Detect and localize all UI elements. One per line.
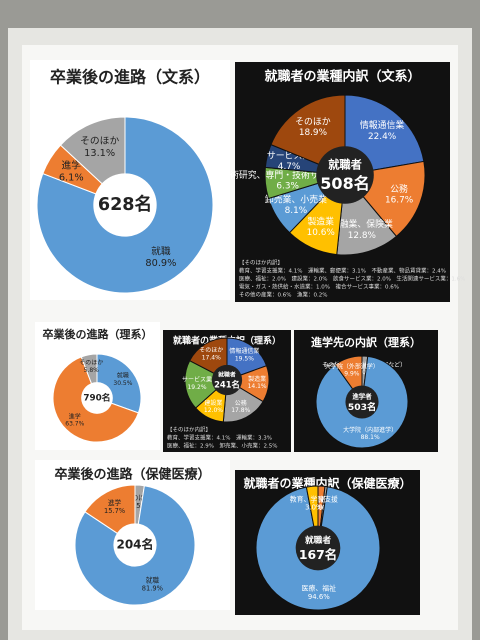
- chart-title: 卒業後の進路（保健医療）: [54, 467, 210, 483]
- donut-hole: [211, 364, 243, 396]
- footnote: 教育、学習支援業：4.1% 運輸業：3.3%: [167, 434, 272, 442]
- footnote: その他の産業：0.6% 漁業：0.2%: [239, 291, 327, 299]
- footnote: 教育、学習支援業：4.1% 運輸業、郵便業：3.1% 不動産業、物品賃貸業：2.…: [239, 267, 446, 275]
- slice-name: 建設業: [314, 495, 335, 504]
- slice-name: 医療、福祉: [302, 583, 337, 592]
- slice-name: 就職: [151, 244, 171, 257]
- slice-name: 公務: [314, 494, 328, 503]
- center-text: 790名: [83, 392, 110, 404]
- slice-name: 就職: [146, 576, 160, 585]
- donut-hole: [113, 523, 157, 567]
- donut-hole: [295, 525, 341, 571]
- slice-name: 卸売業、小売業: [265, 193, 327, 205]
- slice-value: 13.1%: [84, 148, 115, 159]
- slice-value: 30.5%: [113, 380, 132, 387]
- slice-name: 教育、学習支援: [290, 494, 338, 503]
- slice-name: 金融業、保険業: [331, 218, 393, 230]
- slice-name: 建設業: [204, 399, 222, 407]
- center-text: 628名: [98, 194, 152, 215]
- slice-value: 19.2%: [187, 384, 206, 391]
- slice-value: 2.5%: [130, 502, 147, 510]
- center-text: 241名: [214, 380, 240, 390]
- chart-title: 進学先の内訳（理系）: [311, 335, 421, 349]
- footnote: 【そのほか内訳】: [239, 259, 283, 267]
- slice-value: 94.6%: [308, 593, 330, 601]
- slice-name: 情報通信業: [360, 119, 404, 131]
- slice-name: その他（専修学校・不明など）: [322, 361, 406, 369]
- slice-name: 公務: [235, 399, 247, 407]
- slice-value: 80.9%: [145, 258, 176, 269]
- donut-hole: [345, 385, 379, 419]
- slice-value: 2.0%: [356, 369, 372, 376]
- slice-name: そのほか: [199, 347, 223, 354]
- slice-value: 1.8%: [312, 504, 330, 512]
- slice-name: 進学: [69, 413, 81, 421]
- center-text: 204名: [116, 537, 153, 552]
- slice-value: 12.0%: [204, 407, 223, 414]
- footnote: 電気・ガス・熱供給・水道業：1.0% 複合サービス事業：0.6%: [239, 283, 399, 291]
- slice-value: 3.0%: [305, 504, 323, 512]
- slice-name: 製造業: [307, 215, 334, 227]
- center-text: 就職者: [305, 534, 331, 546]
- slice-value: 19.5%: [235, 355, 254, 362]
- slice-value: 8.1%: [285, 206, 308, 216]
- donut-hole: [81, 382, 113, 414]
- slice-name: そのほか: [295, 116, 331, 127]
- slice-value: 9.9%: [344, 371, 360, 378]
- chart-title: 卒業後の進路（理系）: [43, 327, 153, 341]
- center-text: 167名: [299, 547, 337, 562]
- center-text: 508名: [320, 174, 369, 193]
- footnote: 【そのほか内訳】: [167, 426, 211, 434]
- slice-name: 大学院（外部進学）: [325, 362, 379, 370]
- slice-value: 81.9%: [142, 585, 163, 593]
- slice-name: そのほか: [79, 360, 103, 367]
- slice-value: 22.4%: [368, 132, 396, 142]
- slice-value: 5.8%: [84, 367, 100, 374]
- slice-name: そのほか: [80, 135, 119, 147]
- slice-name: 就職: [117, 372, 129, 380]
- slice-name: 大学院（内部進学）: [343, 426, 397, 434]
- slice-value: 6.3%: [276, 182, 299, 192]
- donut-slice: [184, 360, 228, 409]
- slice-value: 12.8%: [348, 231, 376, 241]
- donut-hole: [316, 146, 374, 204]
- slice-name: そのほか: [125, 494, 152, 502]
- slice-value: 10.6%: [307, 228, 335, 238]
- slice-name: サービス業: [182, 376, 212, 384]
- slice-name: 進学: [108, 498, 122, 507]
- chart-title: 就職者の業種内訳（文系）: [264, 69, 420, 85]
- slice-value: 88.1%: [361, 434, 380, 441]
- slice-name: 製造業: [248, 375, 266, 383]
- slice-value: 16.7%: [385, 196, 413, 206]
- chart-title: 就職者の業種内訳（保健医療）: [243, 476, 411, 491]
- slice-value: 17.4%: [202, 354, 221, 361]
- slice-value: 17.8%: [231, 407, 250, 414]
- slice-name: 公務: [390, 183, 408, 195]
- center-text: 就職者: [218, 370, 236, 378]
- chart-title: 卒業後の進路（文系）: [50, 68, 210, 87]
- donut-hole: [93, 173, 157, 237]
- center-text: 503名: [348, 401, 376, 413]
- footnote: 医療、福祉：2.9% 卸売業、小売業：2.5%: [167, 442, 277, 450]
- slice-value: 14.1%: [248, 383, 267, 390]
- footnote: 医療、福祉：2.0% 建設業：2.0% 飲食サービス業：2.0% 生活関連サービ…: [239, 275, 465, 283]
- slice-value: 63.7%: [65, 421, 84, 428]
- slice-value: 18.9%: [299, 128, 327, 138]
- slice-value: 4.7%: [278, 162, 301, 172]
- slice-name: 情報通信業: [229, 347, 259, 355]
- center-text: 進学者: [352, 391, 372, 400]
- slice-name: 進学: [61, 159, 81, 172]
- slice-value: 6.1%: [59, 172, 84, 183]
- center-text: 就職者: [328, 157, 362, 171]
- slice-value: 15.7%: [104, 507, 125, 515]
